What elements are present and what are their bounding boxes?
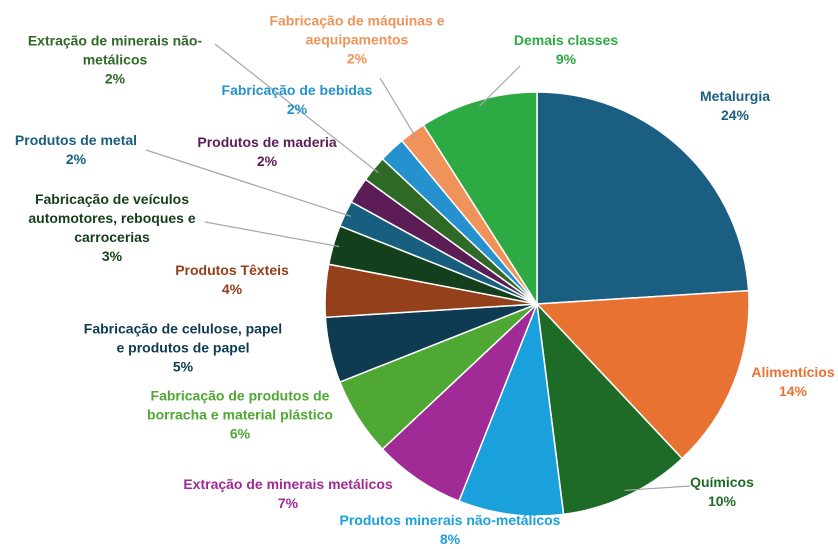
value-label: 2% — [346, 50, 368, 67]
value-label: 6% — [229, 425, 251, 442]
leader-line — [214, 43, 379, 174]
leader-line — [145, 149, 351, 217]
value-label: 24% — [720, 107, 750, 123]
category-name: Químicos — [690, 474, 754, 490]
category-name: Fabricação de máquinas e aequipamentos — [269, 12, 445, 48]
slice-label: Fabricação de produtos de borracha e mat… — [130, 387, 350, 444]
category-name: Alimentícios — [751, 364, 835, 380]
slice-label: Produtos minerais não-metálicos 8% — [320, 511, 580, 549]
leader-line — [479, 65, 521, 107]
leader-line — [204, 221, 340, 248]
category-name: Extração de minerais metálicos — [183, 476, 393, 492]
category-name: Demais classes — [513, 32, 619, 48]
value-label: 2% — [65, 151, 87, 167]
value-label: 9% — [555, 51, 577, 67]
leader-line — [624, 485, 691, 491]
category-name: Fabricação de produtos de borracha e mat… — [147, 387, 333, 423]
category-name: Fabricação de celulose, papel e produtos… — [83, 320, 283, 356]
category-name: Fabricação de bebidas — [221, 82, 373, 98]
slice-label: Produtos de maderia 2% — [187, 133, 347, 171]
value-label: 8% — [439, 531, 461, 547]
slice-label: Fabricação de veículos automotores, rebo… — [12, 190, 212, 266]
value-label: 3% — [101, 248, 123, 264]
category-name: Produtos de metal — [14, 132, 138, 148]
slice-label: Extração de minerais não-metálicos 2% — [10, 32, 220, 89]
pie-slice — [457, 303, 565, 517]
category-name: Metalurgia — [699, 88, 770, 104]
slice-label: Produtos de metal 2% — [6, 131, 146, 169]
pie-slice — [536, 91, 750, 305]
pie-slice — [535, 301, 684, 516]
value-label: 7% — [277, 495, 299, 511]
pie-slice — [535, 289, 750, 460]
slice-label: Químicos 10% — [667, 473, 777, 511]
category-name: Fabricação de veículos automotores, rebo… — [28, 191, 196, 245]
value-label: 4% — [221, 281, 243, 297]
category-name: Produtos minerais não-metálicos — [339, 512, 561, 528]
slice-label: Metalurgia 24% — [675, 87, 795, 125]
slice-label: Produtos Têxteis 4% — [162, 261, 302, 299]
value-label: 2% — [256, 153, 278, 169]
category-name: Extração de minerais não-metálicos — [27, 32, 203, 68]
value-label: 14% — [778, 383, 808, 399]
value-label: 5% — [172, 358, 194, 375]
category-name: Produtos Têxteis — [175, 262, 289, 278]
slice-label: Fabricação de bebidas 2% — [207, 81, 387, 119]
slice-label: Alimentícios 14% — [738, 363, 838, 401]
slice-label: Demais classes 9% — [496, 31, 636, 69]
pie-slice — [422, 91, 538, 307]
value-label: 2% — [104, 70, 126, 87]
value-label: 2% — [286, 101, 308, 117]
value-label: 10% — [707, 493, 737, 509]
slice-label: Fabricação de máquinas e aequipamentos 2% — [257, 12, 457, 69]
category-name: Produtos de maderia — [197, 134, 337, 150]
slice-label: Extração de minerais metálicos 7% — [158, 475, 418, 513]
slice-label: Fabricação de celulose, papel e produtos… — [83, 320, 283, 377]
leader-line — [379, 77, 417, 138]
